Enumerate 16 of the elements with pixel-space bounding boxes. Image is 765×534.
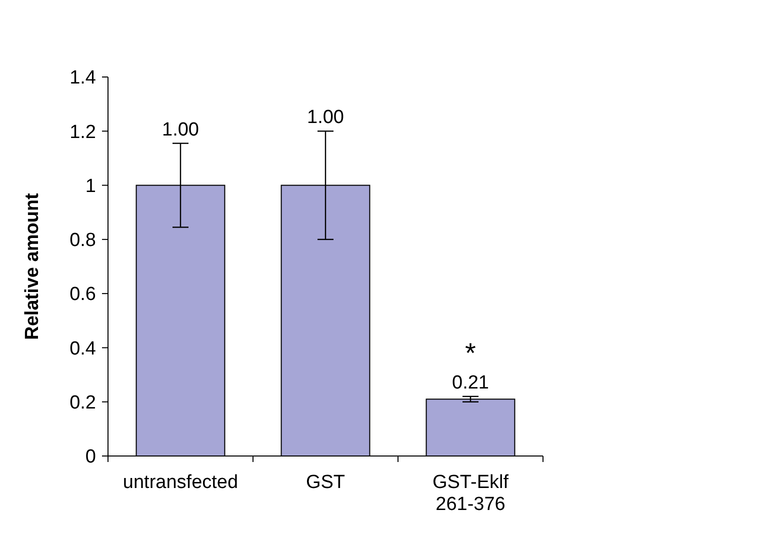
y-tick-label: 1.4 (70, 68, 96, 89)
x-tick-label: untransfected (122, 472, 238, 493)
x-tick-label: GST (306, 472, 346, 493)
y-tick-label: 0.4 (70, 338, 96, 360)
data-label: 1.00 (307, 107, 344, 128)
y-tick-label: 0 (85, 446, 96, 468)
y-tick-label: 0.8 (70, 230, 96, 252)
y-tick-label: 1 (85, 176, 96, 197)
y-tick-label: 0.2 (70, 392, 96, 414)
data-label: 0.21 (452, 372, 489, 394)
y-tick-label: 0.6 (70, 284, 96, 306)
y-axis-title: Relative amount (22, 192, 43, 340)
annotation: * (465, 337, 476, 368)
y-tick-label: 1.2 (70, 122, 96, 143)
x-tick-label: GST-Eklf 261-376 (432, 472, 510, 515)
data-label: 1.00 (162, 119, 199, 140)
